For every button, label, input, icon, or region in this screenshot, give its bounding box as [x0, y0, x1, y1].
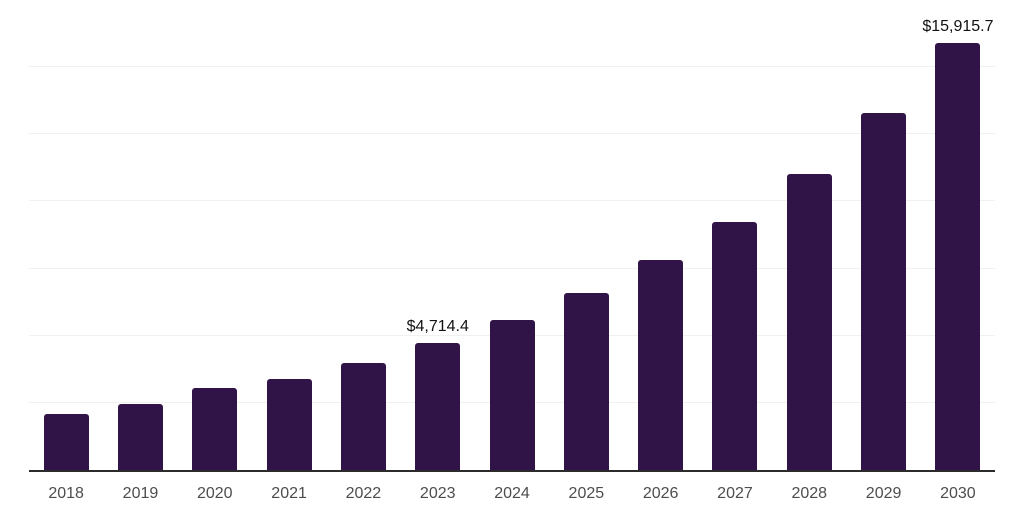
data-label-2023: $4,714.4: [406, 318, 469, 336]
bar-2022: [340, 362, 386, 470]
data-label-2030: $15,915.7: [922, 17, 994, 35]
bar-slot-2021: [252, 0, 326, 470]
bar-slot-2023: $4,714.4: [401, 0, 475, 470]
bar-2029: [861, 113, 907, 470]
x-tick-label-2028: 2028: [791, 485, 828, 502]
bar-2019: [117, 403, 163, 470]
bar-2018: [43, 413, 89, 470]
x-tick-label-2024: 2024: [494, 485, 530, 502]
bar-2024: [489, 320, 535, 470]
bars-row: $4,714.4 $15,915.7: [29, 0, 995, 470]
bar-slot-2020: [178, 0, 252, 470]
bar-slot-2026: [624, 0, 698, 470]
gridline: [29, 133, 995, 135]
bar-2023: [415, 343, 461, 470]
plot-area: $4,714.4 $15,915.7: [29, 0, 995, 472]
x-tick-label-2022: 2022: [345, 485, 382, 502]
x-tick-label-2021: 2021: [271, 485, 307, 502]
x-tick-label-2025: 2025: [568, 485, 605, 502]
bar-2026: [638, 260, 684, 470]
bar-2027: [712, 221, 758, 470]
x-tick-label-2020: 2020: [196, 485, 233, 502]
gridline: [29, 267, 995, 269]
bar-slot-2018: [29, 0, 103, 470]
x-tick-label-2026: 2026: [642, 485, 679, 502]
bar-slot-2029: [846, 0, 920, 470]
gridline: [29, 200, 995, 202]
bar-slot-2027: [698, 0, 772, 470]
x-tick-label-2018: 2018: [48, 485, 84, 502]
bar-slot-2022: [326, 0, 400, 470]
gridline: [29, 66, 995, 68]
bar-2028: [786, 173, 832, 470]
x-tick-label-2027: 2027: [717, 485, 753, 502]
x-axis: 2018 2019 2020 2021 2022 2023 2024 2025 2026 2027…: [29, 484, 995, 503]
bar-slot-2030: $15,915.7: [921, 0, 995, 470]
x-tick-label-2029: 2029: [865, 485, 902, 502]
bar-2025: [563, 293, 609, 470]
bar-2021: [266, 379, 312, 470]
x-tick-label-2023: 2023: [419, 485, 456, 502]
bar-slot-2024: [475, 0, 549, 470]
bar-2030: [935, 42, 981, 470]
bar-slot-2019: [103, 0, 177, 470]
bar-2020: [192, 387, 238, 470]
x-tick-label-2030: 2030: [940, 485, 976, 502]
bar-slot-2028: [772, 0, 846, 470]
x-tick-label-2019: 2019: [122, 485, 159, 502]
bar-slot-2025: [549, 0, 623, 470]
